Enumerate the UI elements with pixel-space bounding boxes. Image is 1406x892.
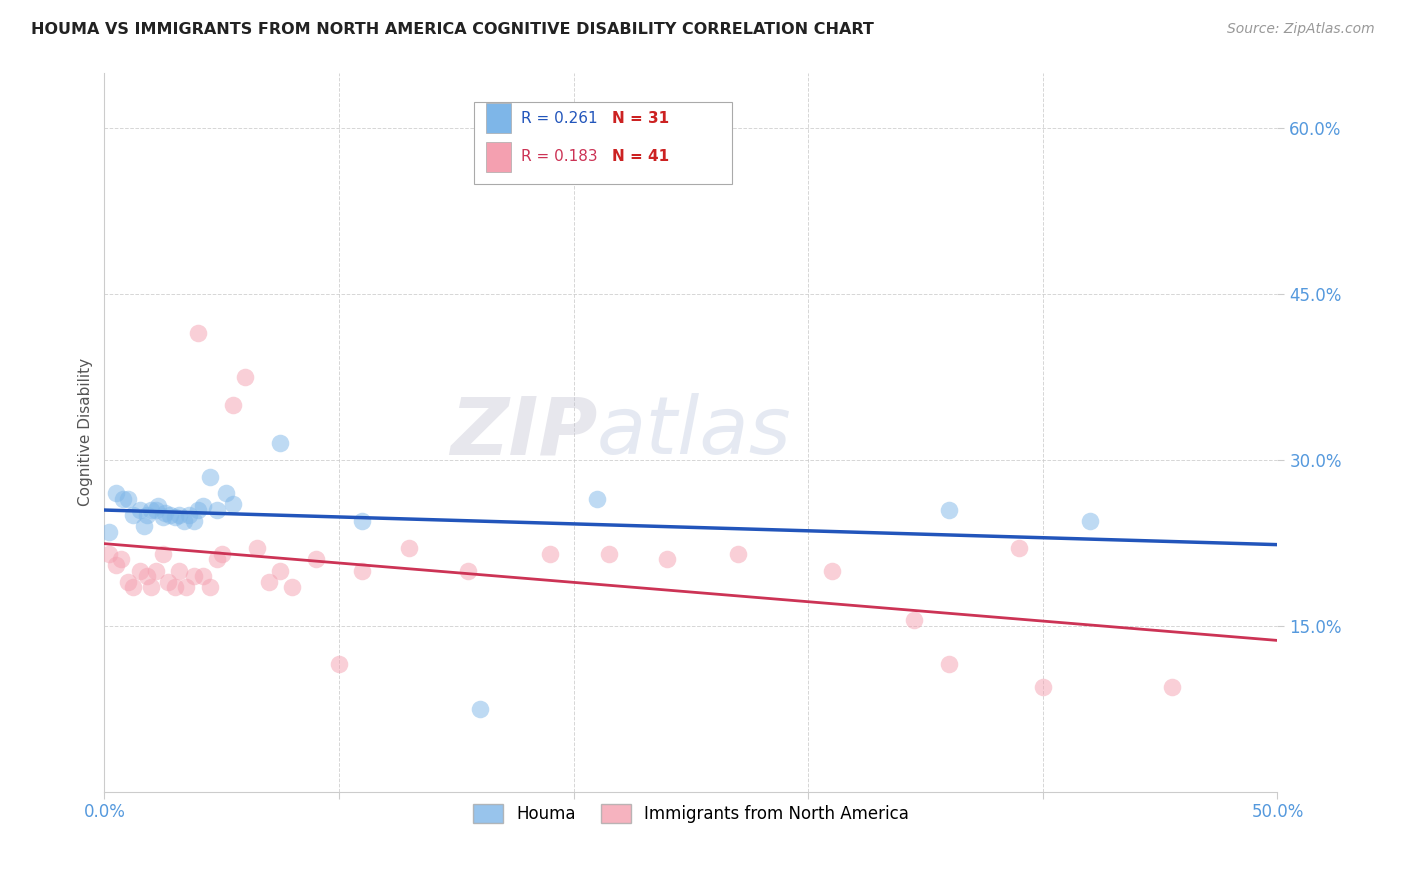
Point [281,580,304,594]
Point [176,580,198,594]
Point [198,469,221,483]
Point [233,370,256,384]
Point [352,564,374,578]
Text: HOUMA VS IMMIGRANTS FROM NORTH AMERICA COGNITIVE DISABILITY CORRELATION CHART: HOUMA VS IMMIGRANTS FROM NORTH AMERICA C… [31,22,873,37]
Point [257,574,280,589]
Point [156,574,179,589]
Point [269,564,291,578]
FancyBboxPatch shape [485,103,512,133]
Point [98,547,121,561]
Point [1032,680,1054,694]
Point [205,552,228,566]
Text: N = 31: N = 31 [613,111,669,126]
Point [1161,680,1184,694]
Legend: Houma, Immigrants from North America: Houma, Immigrants from North America [467,797,915,830]
Point [222,398,245,412]
Point [169,564,191,578]
Point [205,502,228,516]
Point [821,564,844,578]
Point [128,564,150,578]
Point [110,552,132,566]
Point [177,508,200,523]
Point [105,558,128,572]
Point [152,510,174,524]
Point [187,326,209,340]
FancyBboxPatch shape [485,142,512,172]
Point [135,508,157,523]
Text: N = 41: N = 41 [613,149,669,164]
Point [938,502,960,516]
Point [98,524,121,539]
Point [468,702,491,716]
Point [191,569,214,583]
Point [222,497,245,511]
Text: ZIP: ZIP [450,393,598,471]
Point [121,580,143,594]
Point [246,541,269,556]
Point [938,657,960,672]
Point [117,491,139,506]
Point [112,491,135,506]
Point [352,514,374,528]
Point [211,547,233,561]
Text: R = 0.183: R = 0.183 [520,149,598,164]
Point [105,486,128,500]
Point [215,486,238,500]
Point [152,547,174,561]
Point [198,580,221,594]
Y-axis label: Cognitive Disability: Cognitive Disability [79,359,93,507]
Point [128,502,150,516]
Point [173,514,195,528]
Point [134,519,156,533]
Point [903,613,925,627]
Point [187,502,209,516]
Point [169,508,191,523]
Point [598,547,620,561]
Point [148,500,170,514]
Point [159,508,181,523]
Point [1008,541,1031,556]
Point [1078,514,1101,528]
Point [141,580,163,594]
Point [328,657,350,672]
Point [183,514,205,528]
Point [145,502,167,516]
Point [538,547,561,561]
Point [117,574,139,589]
Text: R = 0.261: R = 0.261 [520,111,598,126]
Point [191,500,214,514]
Point [163,510,186,524]
Point [145,564,167,578]
Point [155,506,177,520]
Point [398,541,420,556]
Point [163,580,186,594]
Point [141,502,163,516]
Point [457,564,479,578]
Point [183,569,205,583]
Point [727,547,749,561]
Text: atlas: atlas [598,393,792,471]
Text: Source: ZipAtlas.com: Source: ZipAtlas.com [1227,22,1375,37]
Point [135,569,157,583]
FancyBboxPatch shape [474,102,733,185]
Point [657,552,679,566]
Point [586,491,609,506]
Point [304,552,326,566]
Point [269,436,291,450]
Point [121,508,143,523]
